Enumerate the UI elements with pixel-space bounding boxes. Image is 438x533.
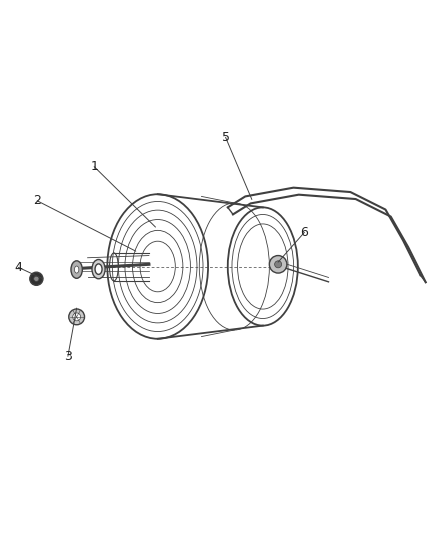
Text: 6: 6 xyxy=(300,226,308,239)
Ellipse shape xyxy=(73,313,81,321)
Text: 5: 5 xyxy=(222,131,230,144)
Ellipse shape xyxy=(275,261,282,268)
Text: 2: 2 xyxy=(33,195,41,207)
Ellipse shape xyxy=(69,309,85,325)
Ellipse shape xyxy=(92,260,105,279)
Text: 3: 3 xyxy=(64,350,72,363)
Ellipse shape xyxy=(95,264,102,274)
Ellipse shape xyxy=(269,255,287,273)
Text: 1: 1 xyxy=(90,160,98,173)
Ellipse shape xyxy=(71,261,82,278)
Ellipse shape xyxy=(30,272,43,285)
Ellipse shape xyxy=(34,276,39,281)
Ellipse shape xyxy=(74,266,79,273)
Text: 4: 4 xyxy=(14,261,22,274)
